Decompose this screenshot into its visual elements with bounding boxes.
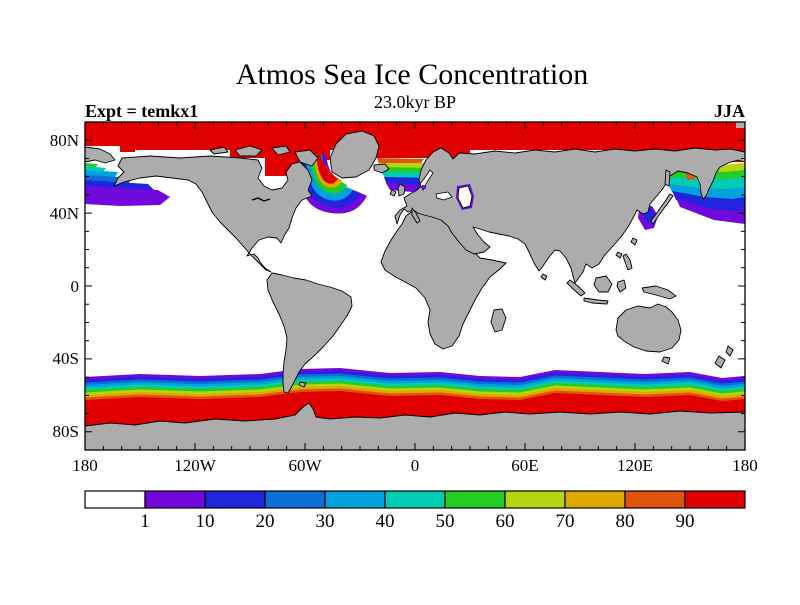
nepac-contour-1 xyxy=(85,186,170,206)
colorbar-cell-4 xyxy=(324,490,386,509)
land-taiwan xyxy=(630,237,638,246)
y-axis-labels: 80N 40N 0 40S 80S xyxy=(50,131,79,441)
tick-marks xyxy=(85,122,745,450)
x-tick-label-180w: 180 xyxy=(72,456,98,475)
colorbar-level-label-40: 40 xyxy=(376,511,395,532)
land-borneo xyxy=(593,275,613,293)
y-tick-label-0: 0 xyxy=(71,277,80,296)
colorbar-cell-8 xyxy=(564,490,626,509)
egreen-contour-80 xyxy=(377,158,424,164)
axis-ticks xyxy=(85,122,745,450)
land-north-america xyxy=(113,155,313,273)
colorbar-labels: 1 10 20 30 40 50 60 70 80 90 xyxy=(140,511,694,532)
tongue-contour-90 xyxy=(316,153,338,184)
land-eurasia xyxy=(394,147,745,284)
land-baffin-island xyxy=(294,149,319,167)
land-japan xyxy=(650,193,674,225)
colorbar-cell-5 xyxy=(384,490,446,509)
nwpac-contour-10 xyxy=(672,191,745,212)
inland-seas xyxy=(251,169,474,210)
y-tick-label-80s: 80S xyxy=(53,422,79,441)
map-canvas xyxy=(84,121,746,451)
land-sakhalin xyxy=(664,169,671,187)
land-arctic-island-ellesmere xyxy=(271,145,291,156)
land-sumatra xyxy=(566,279,586,297)
land-australia xyxy=(615,303,682,353)
nwpac-contour-1 xyxy=(676,198,745,224)
land-arctic-island-banks xyxy=(209,146,229,155)
experiment-label: Expt = temkx1 xyxy=(85,101,198,121)
x-tick-label-60w: 60W xyxy=(288,456,322,475)
colorbar-level-label-90: 90 xyxy=(676,511,695,532)
arctic-corner-land-cell xyxy=(736,122,745,128)
colorbar-level-label-10: 10 xyxy=(196,511,215,532)
land-tasmania xyxy=(661,356,671,365)
colorbar-cell-3 xyxy=(264,490,326,509)
land-ireland xyxy=(389,189,397,197)
land-new-zealand-south xyxy=(714,355,726,369)
land-sulawesi xyxy=(616,279,627,293)
y-tick-label-40s: 40S xyxy=(53,349,79,368)
black-sea xyxy=(435,191,453,201)
plot-title: Atmos Sea Ice Concentration xyxy=(236,58,588,91)
land-madagascar xyxy=(490,308,507,333)
colorbar-cell-10 xyxy=(684,490,746,509)
colorbar-cell-1 xyxy=(144,490,206,509)
land-iceland xyxy=(373,163,390,174)
colorbar-level-label-80: 80 xyxy=(616,511,635,532)
x-tick-label-120w: 120W xyxy=(174,456,217,475)
colorbar-level-label-50: 50 xyxy=(436,511,455,532)
x-tick-label-0: 0 xyxy=(411,456,420,475)
colorbar-level-label-30: 30 xyxy=(316,511,335,532)
land-hainan xyxy=(615,251,623,259)
land-falklands xyxy=(298,381,307,388)
land-srilanka xyxy=(540,273,548,281)
labrador-sea-ice-tongue xyxy=(296,152,367,214)
x-tick-label-120e: 120E xyxy=(617,456,653,475)
x-tick-label-180e: 180 xyxy=(732,456,758,475)
land-chukotka-west-edge xyxy=(85,146,116,164)
land-new-zealand-north xyxy=(725,345,734,357)
land-java xyxy=(583,297,609,305)
colorbar-cell-9 xyxy=(624,490,686,509)
land-arctic-island-victoria xyxy=(234,145,263,157)
x-axis-labels: 180 120W 60W 0 60E 120E 180 xyxy=(72,456,758,475)
land-south-america xyxy=(266,272,353,394)
colorbar-level-label-1: 1 xyxy=(140,511,150,532)
land-italy xyxy=(411,207,421,224)
y-tick-label-80n: 80N xyxy=(50,131,79,150)
great-lakes xyxy=(251,197,271,202)
land-layer xyxy=(85,130,745,450)
y-tick-label-40n: 40N xyxy=(50,204,79,223)
colorbar-level-label-20: 20 xyxy=(256,511,275,532)
baltic-ice-cell xyxy=(422,185,426,189)
colorbar-cell-0 xyxy=(84,490,146,509)
colorbar-level-label-70: 70 xyxy=(556,511,575,532)
land-new-guinea xyxy=(641,285,677,300)
colorbar-level-label-60: 60 xyxy=(496,511,515,532)
land-greenland xyxy=(329,130,380,179)
land-philippines xyxy=(622,253,633,271)
colorbar-cell-7 xyxy=(504,490,566,509)
x-tick-label-60e: 60E xyxy=(511,456,538,475)
colorbar-cell-6 xyxy=(444,490,506,509)
colorbar xyxy=(84,490,746,509)
colorbar-cell-2 xyxy=(204,490,266,509)
plot-subtitle: 23.0kyr BP xyxy=(374,92,456,112)
season-label: JJA xyxy=(714,101,745,121)
land-britain xyxy=(397,183,406,197)
caspian-sea xyxy=(457,185,473,209)
ice-arctic-cap xyxy=(85,122,745,185)
land-antarctica xyxy=(85,402,745,450)
